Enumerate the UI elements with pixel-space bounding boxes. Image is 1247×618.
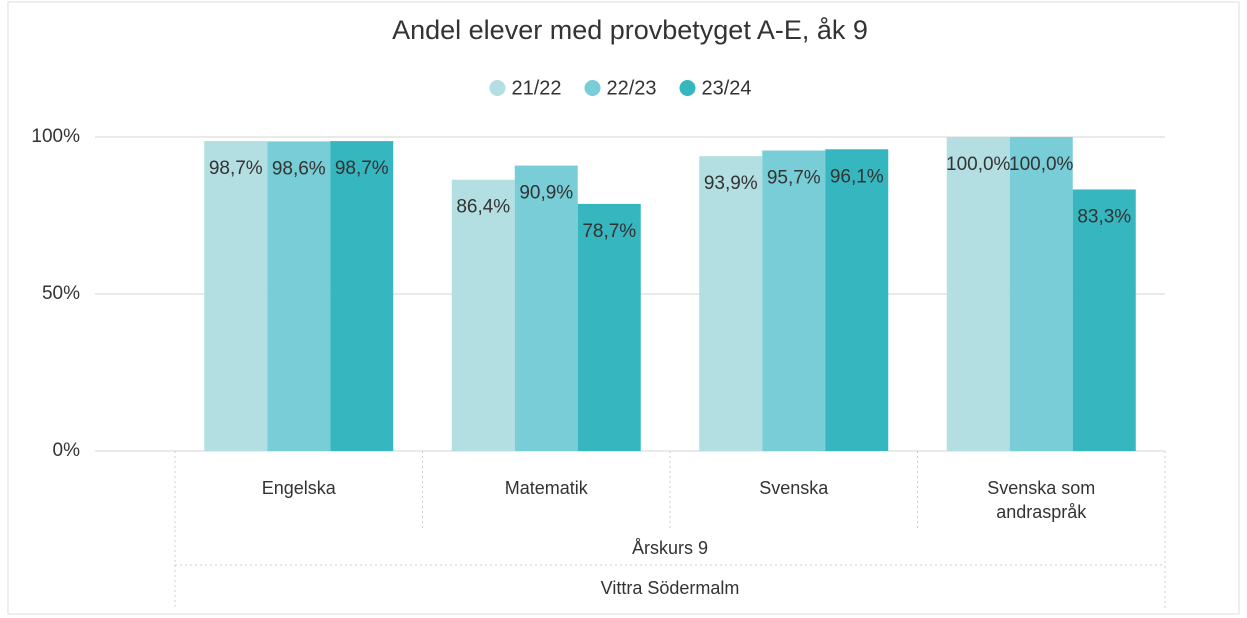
bar: [577, 203, 641, 451]
y-tick-label: 0%: [53, 440, 81, 461]
x-tick-label: Matematik: [504, 478, 588, 498]
chart-title: Andel elever med provbetyget A-E, åk 9: [392, 15, 868, 45]
frame: [7, 1, 1240, 615]
bar: [946, 137, 1010, 451]
bar: [699, 156, 763, 452]
x-tick-label: Engelska: [261, 478, 336, 498]
bar: [514, 165, 578, 451]
value-label: 100,0%: [1009, 154, 1074, 175]
value-label: 98,7%: [209, 158, 263, 179]
legend-swatch: [489, 80, 506, 96]
bar: [1072, 189, 1136, 452]
bar: [330, 141, 394, 451]
value-label: 98,6%: [272, 158, 326, 179]
x-group-label: Vittra Södermalm: [600, 578, 740, 598]
value-label: 93,9%: [704, 173, 758, 194]
value-label: 96,1%: [830, 166, 884, 187]
bar: [204, 141, 268, 451]
legend-swatch: [679, 80, 696, 96]
bar: [825, 149, 889, 451]
bar: [1009, 137, 1073, 451]
x-tick-label: Svenska: [759, 478, 829, 498]
bar: [762, 150, 826, 451]
value-label: 78,7%: [582, 221, 636, 242]
legend-label: 21/22: [512, 77, 562, 99]
y-tick-label: 100%: [31, 126, 80, 147]
x-tick-label: Svenska som andraspråk: [987, 478, 1096, 522]
bar: [267, 141, 331, 451]
x-group-label: Årskurs 9: [631, 538, 709, 558]
value-label: 100,0%: [946, 154, 1011, 175]
value-label: 90,9%: [519, 183, 573, 204]
value-label: 98,7%: [335, 158, 389, 179]
value-label: 95,7%: [767, 168, 821, 189]
legend-label: 22/23: [607, 77, 657, 99]
legend-label: 23/24: [702, 77, 752, 99]
y-tick-label: 50%: [42, 283, 80, 304]
legend-swatch: [584, 80, 601, 96]
value-label: 86,4%: [456, 197, 510, 218]
value-label: 83,3%: [1077, 206, 1131, 227]
bar: [451, 179, 515, 452]
